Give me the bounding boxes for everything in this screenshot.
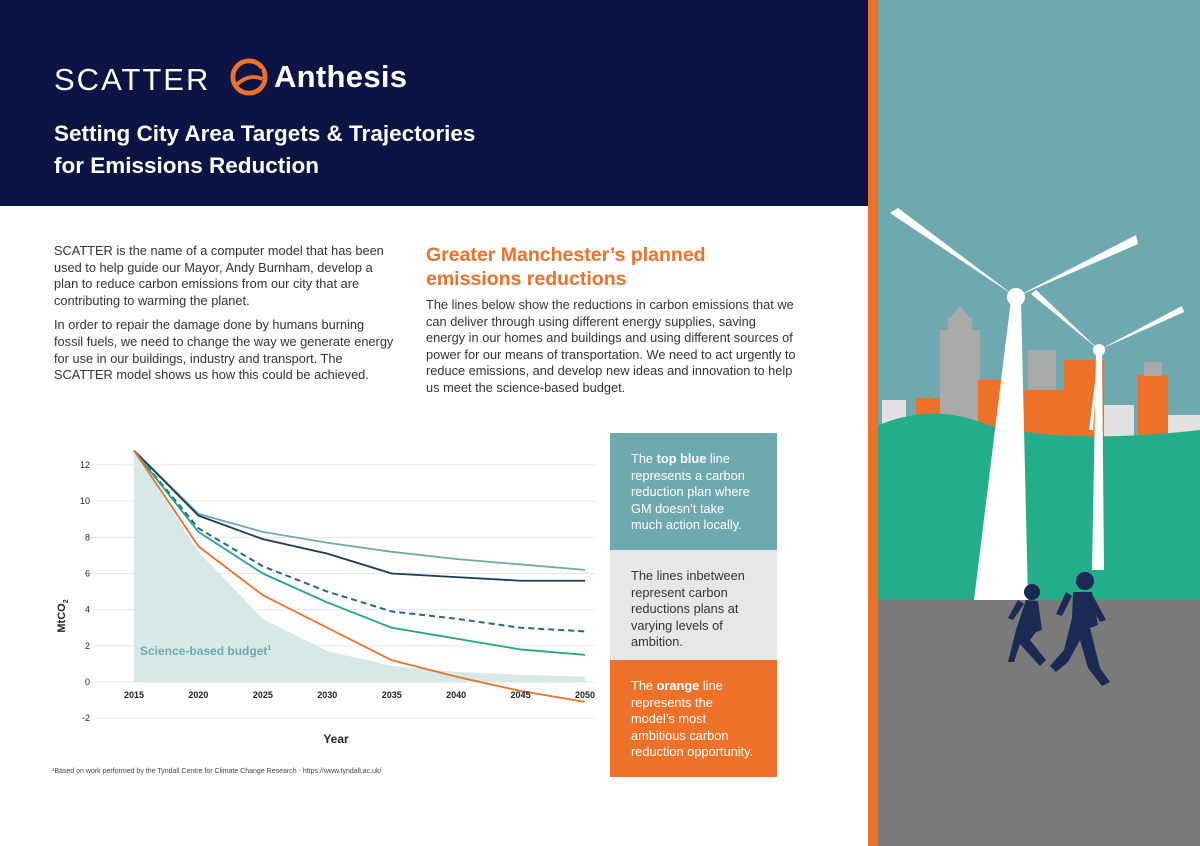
footnote: ¹Based on work performed by the Tyndall … [52, 768, 382, 775]
info-box-top: The top blue line represents a carbon re… [610, 433, 777, 550]
y-tick-label: 10 [80, 496, 90, 506]
info-top-bold: top blue [656, 451, 707, 466]
page-title-line2: for Emissions Reduction [54, 153, 320, 178]
section-body: The lines below show the reductions in c… [426, 297, 796, 395]
x-tick-label: 2045 [511, 690, 531, 700]
anthesis-logo: Anthesis [230, 58, 407, 96]
header-banner: SCATTER Anthesis Setting City Area Targe… [0, 0, 868, 206]
info-box-bottom: The orange line represents the model’s m… [610, 660, 777, 777]
x-axis-label: Year [323, 732, 349, 746]
science-budget-area [134, 450, 585, 682]
y-tick-label: 2 [85, 641, 90, 651]
emissions-chart-svg: Science-based budget1 12 10 8 6 4 2 0 -2 2015 20… [56, 449, 595, 746]
intro-paragraph-2: In order to repair the damage done by hu… [54, 317, 394, 383]
budget-annotation-sup: 1 [267, 645, 271, 652]
y-tick-label: -2 [82, 713, 90, 723]
series-line-3 [133, 449, 586, 633]
info-mid-text: The lines inbetween represent carbon red… [631, 568, 745, 650]
ground [868, 600, 1200, 846]
green-hill [868, 413, 1200, 600]
x-tick-label: 2030 [317, 690, 337, 700]
scatter-logo: SCATTER [54, 62, 211, 97]
anthesis-logo-icon [230, 58, 268, 96]
x-tick-label: 2015 [124, 690, 144, 700]
series-line-4 [133, 449, 586, 656]
x-tick-label: 2050 [575, 690, 595, 700]
x-tick-label: 2040 [446, 690, 466, 700]
x-tick-label: 2020 [188, 690, 208, 700]
series-line-5 [133, 450, 586, 703]
emissions-chart: Science-based budget1 12 10 8 6 4 2 0 -2 2015 20… [50, 440, 610, 750]
intro-paragraph-1: SCATTER is the name of a computer model … [54, 243, 384, 308]
info-bot-pre: The [631, 678, 657, 693]
y-tick-label: 4 [85, 605, 90, 615]
info-bot-post: line represents the model’s most ambitio… [631, 678, 754, 760]
info-top-post: line represents a carbon reduction plan … [631, 451, 750, 533]
y-tick-label: 6 [85, 569, 90, 579]
y-tick-label: 8 [85, 532, 90, 542]
info-bot-bold: orange [656, 678, 700, 693]
y-axis-label: MtCO2 [56, 599, 70, 632]
intro-text: SCATTER is the name of a computer model … [54, 243, 394, 392]
anthesis-wordmark: Anthesis [274, 59, 408, 94]
budget-annotation: Science-based budget1 [140, 644, 271, 658]
runner-icon [1008, 584, 1046, 666]
series-line-2 [133, 449, 585, 582]
y-tick-label: 0 [85, 677, 90, 687]
wind-turbine-icon [890, 208, 1138, 600]
budget-annotation-text: Science-based budget [140, 644, 267, 658]
wind-turbine-icon [1031, 290, 1184, 570]
page-title: Setting City Area Targets & Trajectories… [54, 118, 574, 182]
page-title-line1: Setting City Area Targets & Trajectories [54, 121, 476, 146]
info-box-middle: The lines inbetween represent carbon red… [610, 550, 777, 660]
orange-stripe [868, 0, 878, 846]
side-illustration [868, 0, 1200, 846]
y-tick-label: 12 [80, 460, 90, 470]
series-line-1 [133, 449, 586, 571]
x-tick-label: 2025 [253, 690, 273, 700]
section-heading: Greater Manchester’s planned emissions r… [426, 244, 706, 290]
runner-icon [1050, 572, 1110, 686]
info-top-pre: The [631, 451, 657, 466]
x-tick-label: 2035 [382, 690, 402, 700]
